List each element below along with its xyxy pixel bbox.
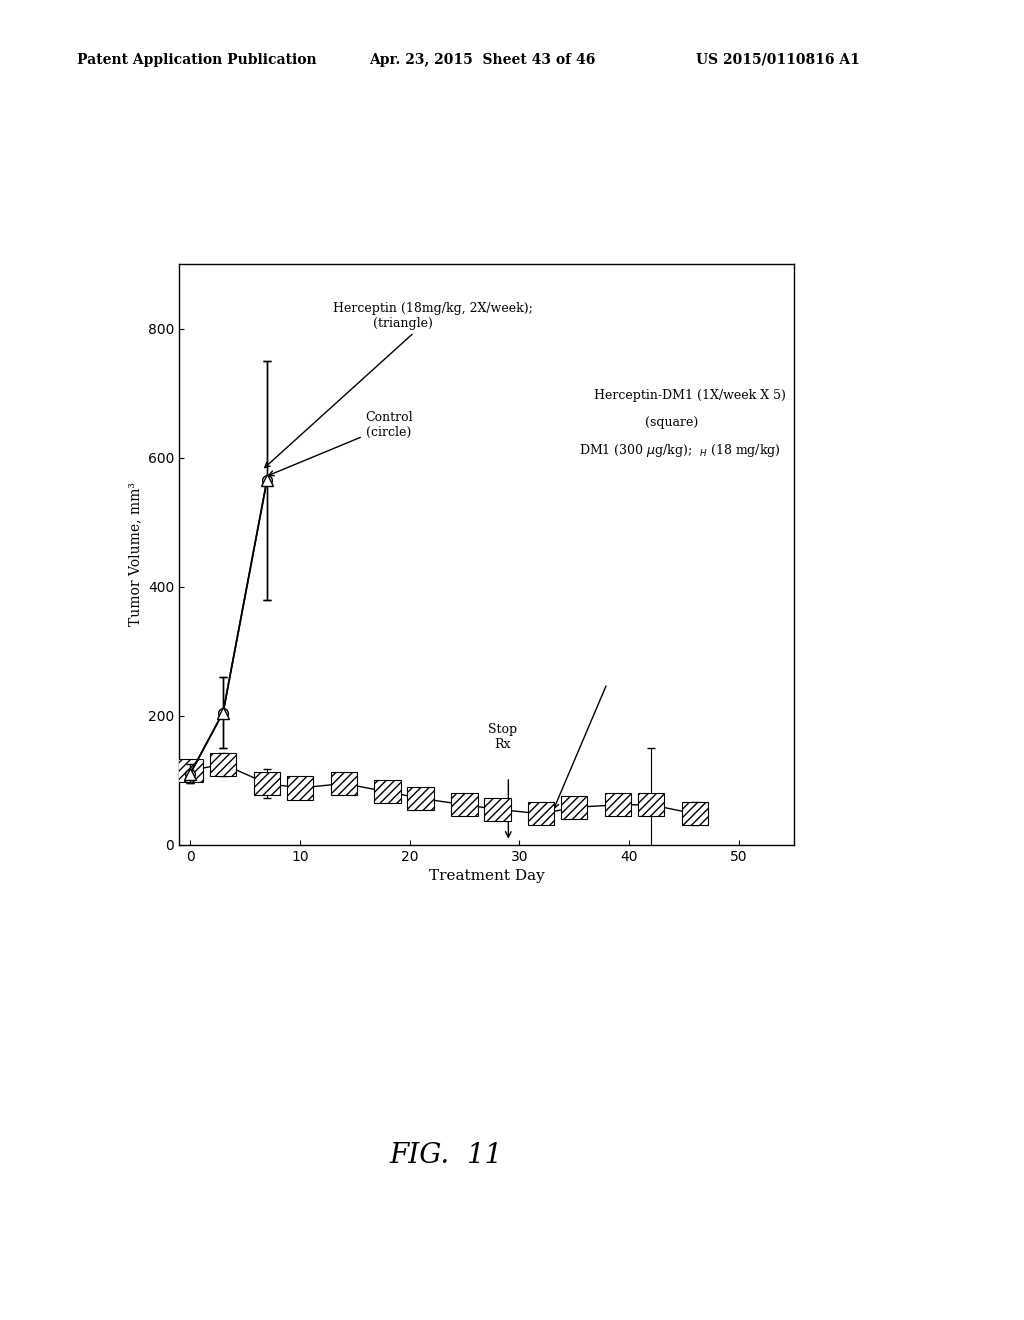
Bar [177,759,204,783]
Text: US 2015/0110816 A1: US 2015/0110816 A1 [696,53,860,67]
Bar [484,797,511,821]
Bar [408,787,434,810]
Bar [331,772,357,795]
Bar [528,803,554,825]
Text: DM1 (300 $\mu$g/kg);  $_{H}$ (18 mg/kg): DM1 (300 $\mu$g/kg); $_{H}$ (18 mg/kg) [579,442,780,459]
Bar [682,803,708,825]
Bar [375,780,400,804]
Y-axis label: Tumor Volume, mm³: Tumor Volume, mm³ [128,483,142,626]
Text: (square): (square) [645,416,698,429]
Bar [210,752,237,776]
Text: Stop
Rx: Stop Rx [488,723,517,751]
Bar [254,772,281,795]
Text: FIG.  11: FIG. 11 [389,1142,503,1168]
Bar [561,796,588,818]
Bar [452,793,477,816]
Text: Patent Application Publication: Patent Application Publication [77,53,316,67]
X-axis label: Treatment Day: Treatment Day [428,869,545,883]
Bar [287,776,313,800]
Bar [605,793,631,816]
Bar [638,793,665,816]
Text: Apr. 23, 2015  Sheet 43 of 46: Apr. 23, 2015 Sheet 43 of 46 [369,53,595,67]
Text: Control
(circle): Control (circle) [268,412,414,475]
Text: Herceptin-DM1 (1X/week X 5): Herceptin-DM1 (1X/week X 5) [594,389,785,403]
Text: Herceptin (18mg/kg, 2X/week);
          (triangle): Herceptin (18mg/kg, 2X/week); (triangle) [264,302,532,467]
